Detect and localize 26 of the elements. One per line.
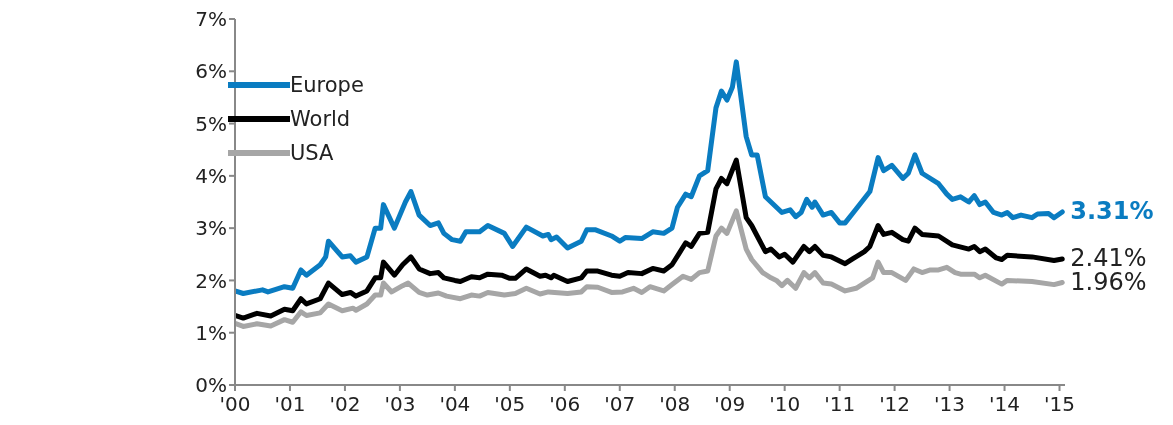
x-tick-label: '05 <box>494 392 526 417</box>
x-tick-label: '03 <box>384 392 416 417</box>
x-tick-label: '08 <box>659 392 691 417</box>
x-tick-label: '04 <box>439 392 471 417</box>
y-tick-label: 5% <box>195 111 227 136</box>
legend-label: USA <box>290 141 334 165</box>
x-tick-label: '10 <box>769 392 801 417</box>
x-tick-label: '09 <box>714 392 746 417</box>
x-tick-label: '07 <box>604 392 636 417</box>
x-tick-label: '06 <box>549 392 581 417</box>
y-tick-label: 1% <box>195 320 227 345</box>
x-tick-label: '13 <box>934 392 966 417</box>
data-label: 3.31% <box>1070 196 1154 225</box>
legend-label: World <box>290 107 351 131</box>
y-tick-label: 3% <box>195 216 227 241</box>
y-tick-label: 2% <box>195 268 227 293</box>
y-tick-label: 6% <box>195 59 227 84</box>
x-tick-label: '14 <box>989 392 1021 417</box>
x-tick-label: '02 <box>329 392 361 417</box>
x-tick-label: '15 <box>1044 392 1075 417</box>
x-tick-label: '12 <box>879 392 911 417</box>
y-tick-label: 7% <box>195 7 227 32</box>
y-tick-label: 4% <box>195 163 227 188</box>
x-tick-label: '11 <box>824 392 856 417</box>
legend-label: Europe <box>290 73 364 97</box>
x-tick-label: '01 <box>274 392 306 417</box>
